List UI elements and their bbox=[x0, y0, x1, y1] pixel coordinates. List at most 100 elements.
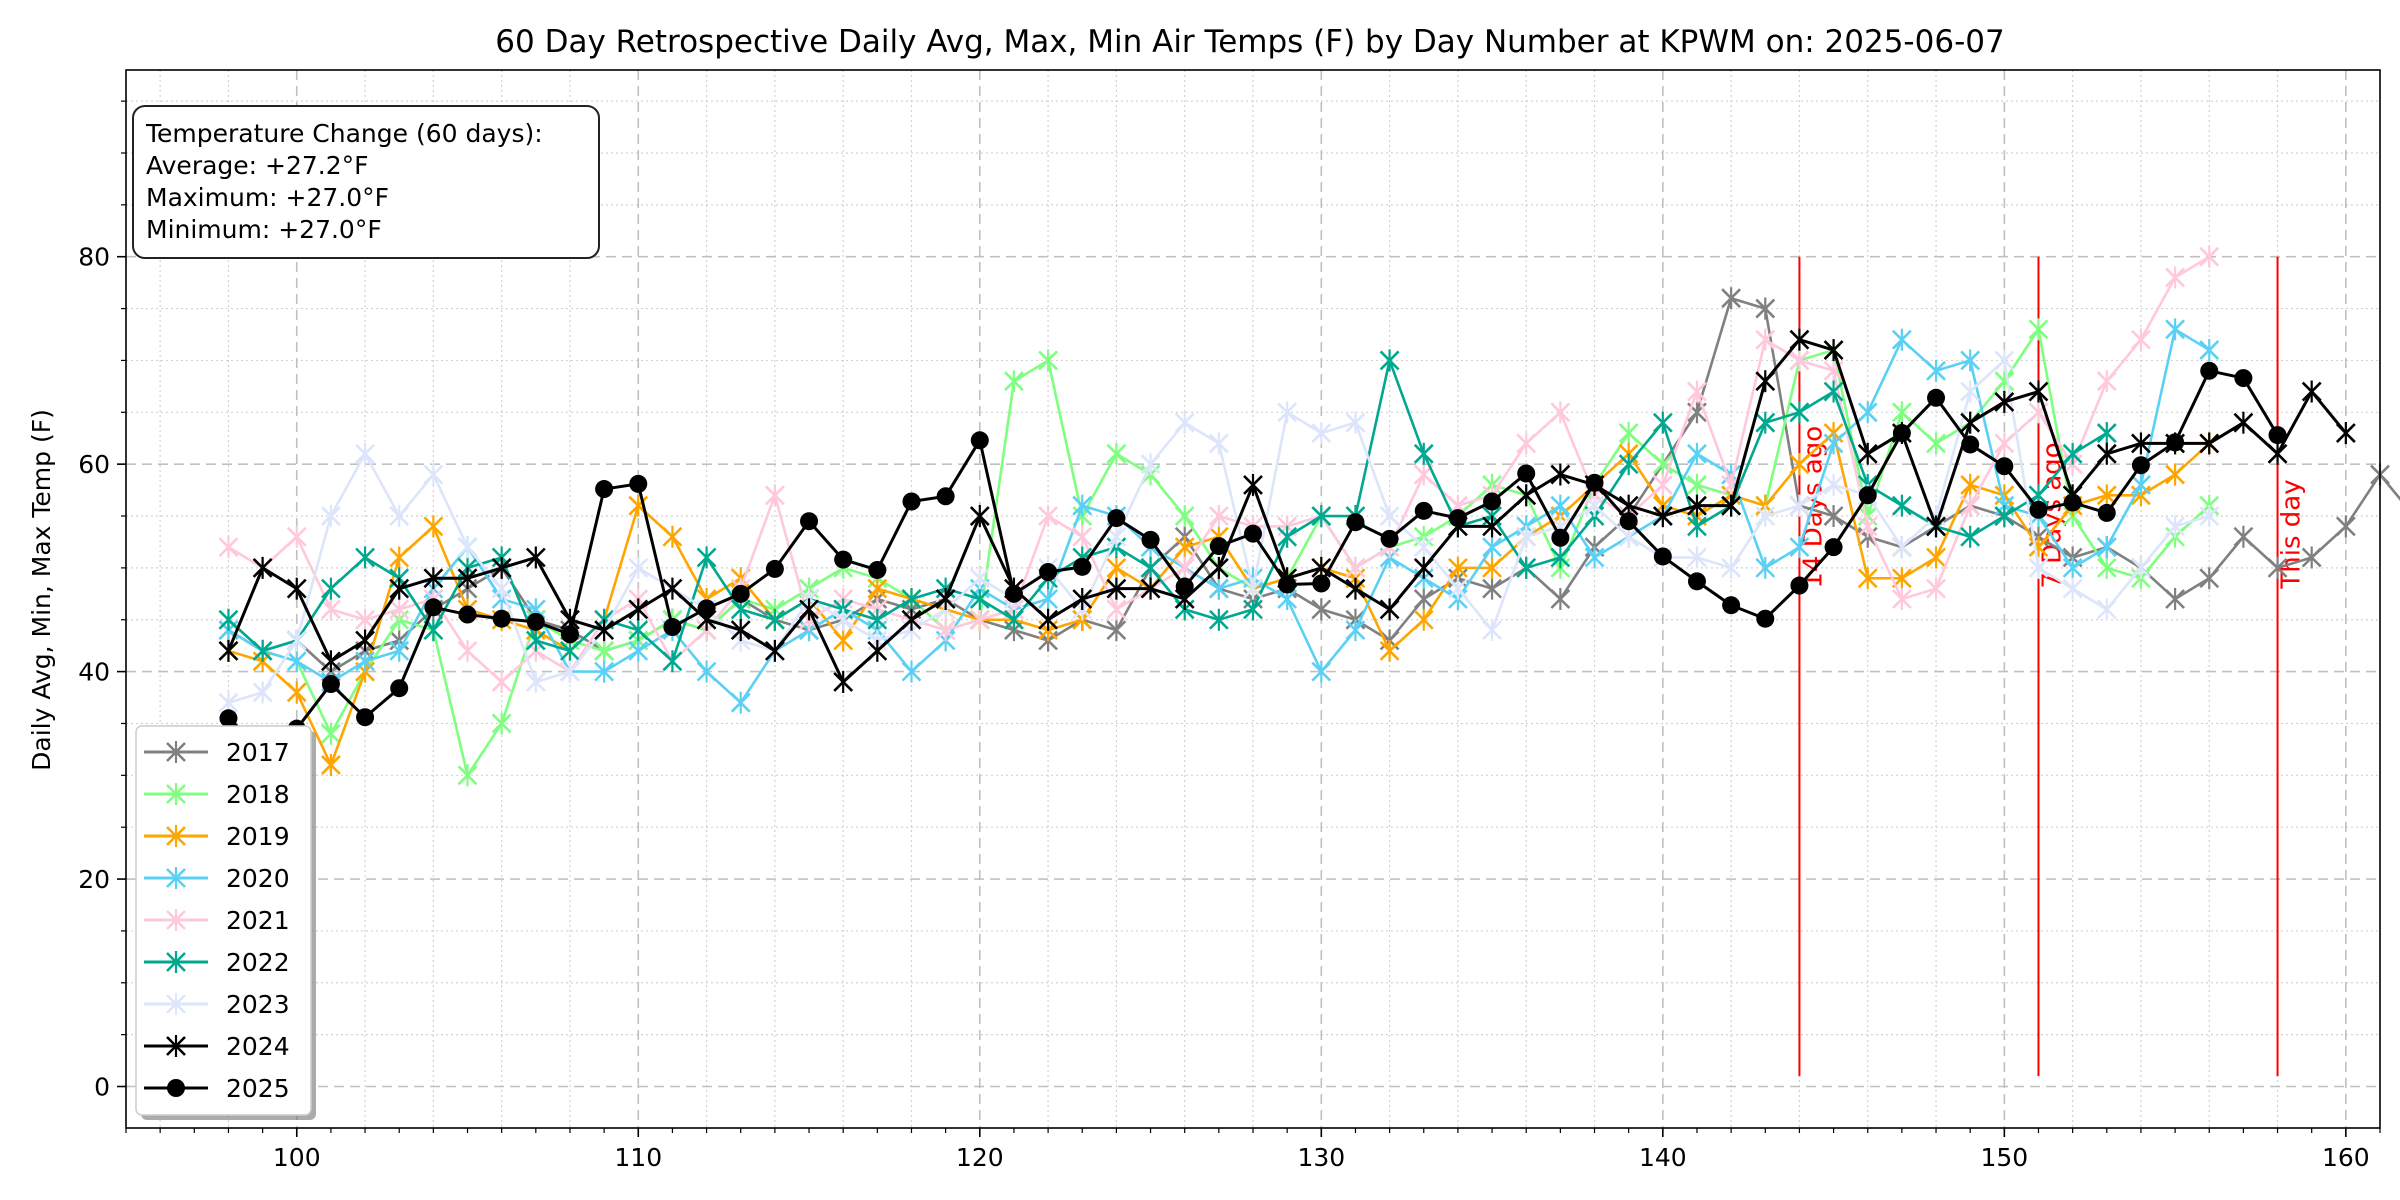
data-point-2021 bbox=[1174, 556, 1195, 579]
data-point-2025 bbox=[390, 679, 409, 698]
data-point-2021 bbox=[1652, 473, 1673, 496]
data-point-2022 bbox=[901, 588, 922, 610]
data-point-2020 bbox=[355, 650, 375, 673]
data-point-2021 bbox=[355, 608, 375, 631]
data-point-2024 bbox=[286, 577, 307, 600]
data-point-2022 bbox=[1652, 411, 1673, 434]
data-point-2022 bbox=[1960, 525, 1981, 548]
y-tick-label: 20 bbox=[78, 865, 110, 894]
data-point-2022 bbox=[969, 588, 990, 610]
data-point-2020 bbox=[696, 660, 717, 683]
data-point-2023 bbox=[833, 608, 854, 631]
data-point-2023 bbox=[1311, 422, 1332, 445]
data-point-2024 bbox=[2028, 380, 2049, 403]
data-point-2022 bbox=[1618, 453, 1639, 476]
series-layer bbox=[218, 245, 2400, 787]
data-point-2024 bbox=[525, 546, 546, 569]
data-point-2022 bbox=[355, 546, 375, 569]
data-point-2024 bbox=[1994, 390, 2015, 413]
data-point-2019 bbox=[1960, 473, 1981, 496]
data-point-2023 bbox=[1243, 577, 1263, 600]
data-point-2024 bbox=[1482, 515, 1502, 538]
data-point-2024 bbox=[1379, 598, 1400, 621]
data-point-2020 bbox=[1823, 432, 1844, 455]
data-point-2023 bbox=[389, 505, 410, 528]
data-point-2022 bbox=[1789, 401, 1810, 424]
data-point-2023 bbox=[1516, 525, 1537, 548]
data-point-2024 bbox=[1857, 442, 1878, 465]
data-point-2019 bbox=[1447, 556, 1468, 579]
legend-label: 2022 bbox=[226, 948, 290, 977]
data-point-2022 bbox=[1413, 442, 1434, 465]
data-point-2018 bbox=[1004, 370, 1024, 393]
data-point-2018 bbox=[1891, 401, 1912, 424]
data-point-2025 bbox=[1619, 512, 1638, 531]
data-point-2025 bbox=[1892, 424, 1911, 443]
annotation-box: Temperature Change (60 days): Average: +… bbox=[132, 105, 600, 259]
data-point-2021 bbox=[286, 525, 307, 548]
data-point-2018 bbox=[1994, 370, 2015, 393]
data-point-2020 bbox=[286, 650, 307, 673]
data-point-2018 bbox=[1618, 422, 1639, 445]
data-point-2025 bbox=[219, 709, 238, 728]
annotation-minimum: Minimum: +27.0°F bbox=[146, 215, 382, 244]
data-point-2025 bbox=[663, 618, 682, 637]
x-tick-label: 140 bbox=[1639, 1143, 1687, 1172]
data-point-2025 bbox=[526, 612, 545, 631]
data-point-2022 bbox=[696, 546, 717, 569]
data-point-2024 bbox=[594, 619, 615, 642]
data-point-2021 bbox=[1072, 525, 1093, 548]
data-point-2020 bbox=[1891, 328, 1912, 351]
data-point-2021 bbox=[1857, 515, 1878, 538]
data-point-2023 bbox=[1482, 619, 1502, 642]
data-point-2023 bbox=[1755, 505, 1776, 528]
data-point-2020 bbox=[901, 660, 922, 683]
legend-marker bbox=[166, 909, 186, 931]
legend-item-2017: 2017 bbox=[144, 738, 290, 767]
data-point-2023 bbox=[252, 681, 273, 704]
data-point-2023 bbox=[1789, 494, 1810, 517]
data-point-2021 bbox=[389, 598, 410, 621]
data-point-2019 bbox=[662, 525, 683, 548]
data-point-2024 bbox=[1072, 588, 1093, 610]
data-point-2023 bbox=[969, 567, 990, 590]
data-point-2022 bbox=[764, 608, 785, 631]
legend-label: 2020 bbox=[226, 864, 290, 893]
data-point-2023 bbox=[355, 442, 375, 465]
data-point-2023 bbox=[1379, 505, 1400, 528]
data-point-2017 bbox=[1823, 505, 1844, 528]
data-point-2018 bbox=[491, 712, 512, 735]
legend-item-2023: 2023 bbox=[144, 990, 290, 1019]
series-line-2022 bbox=[227, 359, 2108, 663]
x-tick-label: 150 bbox=[1980, 1143, 2028, 1172]
data-point-2021 bbox=[1994, 432, 2015, 455]
data-point-2022 bbox=[1755, 411, 1776, 434]
data-point-2017 bbox=[2267, 556, 2288, 579]
data-point-2023 bbox=[1960, 380, 1981, 403]
legend-label: 2018 bbox=[226, 780, 290, 809]
data-point-2024 bbox=[935, 588, 956, 610]
data-point-2023 bbox=[1891, 536, 1912, 559]
chart-title: 60 Day Retrospective Daily Avg, Max, Min… bbox=[495, 24, 2004, 60]
legend-item-2022: 2022 bbox=[144, 948, 290, 977]
data-point-2020 bbox=[1208, 577, 1229, 600]
data-point-2021 bbox=[764, 484, 785, 507]
data-point-2024 bbox=[628, 598, 649, 621]
data-point-2021 bbox=[1208, 505, 1229, 528]
legend-frame bbox=[135, 725, 312, 1116]
data-point-2020 bbox=[2062, 556, 2083, 579]
data-point-2024 bbox=[662, 577, 683, 600]
legend-item-2019: 2019 bbox=[144, 822, 290, 851]
data-point-2024 bbox=[355, 629, 375, 652]
data-point-2021 bbox=[1755, 328, 1776, 351]
data-point-2025 bbox=[1107, 509, 1126, 528]
data-point-2024 bbox=[1413, 556, 1434, 579]
data-point-2018 bbox=[2028, 318, 2049, 341]
data-point-2023 bbox=[2096, 598, 2117, 621]
data-point-2020 bbox=[1789, 536, 1810, 559]
data-point-2022 bbox=[1277, 525, 1298, 548]
data-point-2017 bbox=[1550, 588, 1571, 610]
data-point-2017 bbox=[2301, 546, 2322, 569]
data-point-2024 bbox=[1823, 339, 1844, 362]
